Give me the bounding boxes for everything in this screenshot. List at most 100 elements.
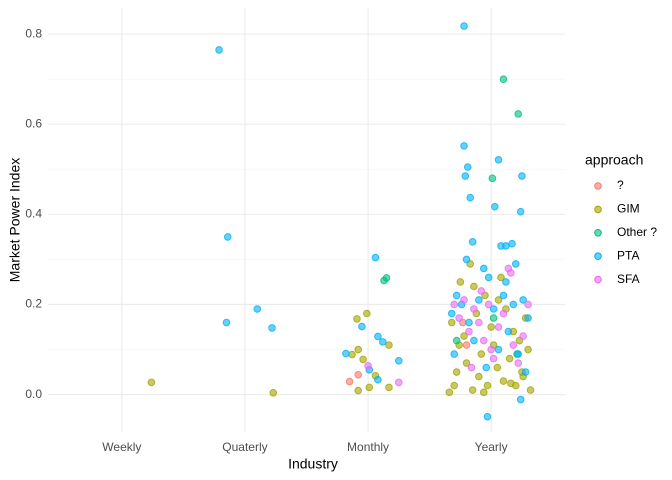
point: [460, 22, 468, 30]
point: [526, 386, 535, 394]
point: [222, 318, 231, 327]
point: [345, 377, 354, 386]
legend-label: ?: [617, 178, 624, 192]
point: [483, 381, 492, 390]
point: [461, 172, 470, 180]
point: [521, 368, 530, 376]
point: [382, 274, 391, 282]
legend-label: SFA: [617, 272, 640, 286]
y-tick-label: 0.8: [25, 26, 42, 40]
point: [499, 75, 508, 83]
point: [502, 278, 510, 286]
point: [477, 287, 486, 295]
x-tick-label: Monthly: [347, 440, 389, 454]
point: [447, 318, 456, 327]
point: [516, 207, 525, 216]
point: [363, 309, 371, 318]
point: [468, 238, 477, 246]
point: [489, 305, 498, 313]
point: [475, 372, 483, 381]
point: [470, 336, 478, 345]
point: [479, 388, 488, 397]
point: [466, 193, 475, 202]
point: [494, 296, 503, 304]
point: [524, 300, 532, 309]
legend-key: [594, 275, 602, 284]
point: [509, 341, 518, 349]
point: [489, 314, 498, 322]
series: [215, 22, 532, 421]
y-tick-label: 0.6: [25, 116, 42, 130]
y-tick-label: 0.4: [25, 207, 42, 221]
point: [215, 46, 223, 54]
point: [494, 323, 503, 331]
point: [268, 324, 276, 332]
point: [518, 172, 526, 180]
point: [507, 269, 515, 277]
point: [395, 378, 403, 387]
point: [514, 359, 523, 367]
point: [463, 163, 472, 171]
point: [499, 377, 508, 385]
point: [514, 110, 523, 118]
point: [519, 296, 527, 304]
point: [447, 309, 456, 318]
point: [452, 291, 461, 300]
point: [509, 300, 518, 309]
point: [499, 309, 508, 318]
legend-label: PTA: [617, 248, 639, 262]
point: [269, 388, 278, 397]
point: [524, 345, 532, 354]
y-tick-label: 0.0: [25, 387, 42, 401]
point: [462, 255, 471, 264]
point: [460, 332, 468, 340]
point: [374, 332, 382, 341]
point: [477, 350, 486, 358]
point: [497, 242, 505, 250]
series: [345, 318, 471, 386]
point: [359, 355, 367, 364]
point: [374, 375, 382, 384]
legend-key: [594, 182, 602, 190]
point: [147, 378, 156, 387]
point: [342, 349, 350, 358]
point: [475, 318, 483, 327]
point: [519, 332, 527, 340]
point: [456, 278, 465, 286]
point: [504, 327, 513, 336]
point: [223, 233, 232, 241]
point: [508, 239, 516, 248]
point: [483, 412, 492, 421]
legend-key: [594, 229, 602, 237]
point: [364, 361, 372, 370]
x-axis-title: Industry: [288, 456, 338, 472]
point: [465, 327, 473, 336]
point: [516, 395, 525, 404]
x-tick-label: Yearly: [475, 440, 508, 454]
point: [253, 305, 262, 313]
point: [494, 156, 503, 164]
point: [482, 363, 491, 372]
legend-label: Other ?: [617, 225, 657, 239]
point: [489, 354, 498, 363]
point: [484, 300, 493, 309]
point: [450, 350, 459, 358]
point: [487, 345, 495, 354]
point: [452, 368, 461, 376]
point: [455, 314, 463, 322]
point: [365, 383, 374, 392]
point: [354, 345, 363, 354]
point: [475, 296, 483, 304]
point: [462, 341, 471, 349]
point: [499, 291, 508, 300]
point: [385, 383, 393, 392]
point: [452, 336, 461, 345]
point: [462, 359, 471, 367]
x-tick-label: Weekly: [102, 440, 141, 454]
point: [395, 357, 403, 365]
point: [385, 341, 393, 349]
point: [450, 300, 459, 309]
point: [379, 338, 387, 346]
